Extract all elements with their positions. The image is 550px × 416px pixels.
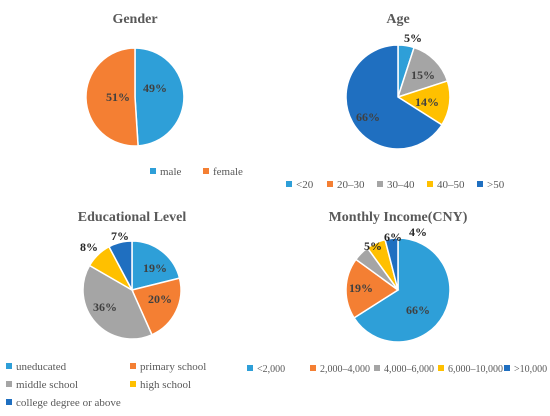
age-chart-title: Age [386, 12, 409, 27]
age-legend-item-1: 20–30 [327, 179, 365, 191]
education-legend-swatch-4 [6, 399, 12, 405]
education-legend-label-0: uneducated [16, 361, 67, 373]
income-legend-label-4: >10,000 [514, 364, 547, 375]
education-pie-chart: Educational Level 19% 20% 36% 8% 7% uneducated… [6, 210, 206, 409]
education-legend-item-2: middle school [6, 379, 78, 391]
education-data-label-2: 36% [93, 300, 117, 314]
education-legend-label-3: high school [140, 379, 191, 391]
education-legend-label-2: middle school [16, 379, 78, 391]
income-data-label-4: 4% [409, 225, 427, 239]
education-slice-1 [130, 277, 182, 336]
education-slice-2 [82, 264, 153, 340]
gender-data-label-0: 49% [143, 81, 167, 95]
gender-legend-label-1: female [213, 166, 243, 178]
gender-legend-item-1: female [203, 166, 243, 178]
age-data-label-4: 66% [356, 110, 380, 124]
income-legend-label-0: <2,000 [257, 364, 285, 375]
income-data-label-1: 19% [349, 281, 373, 295]
gender-data-label-1: 51% [106, 90, 130, 104]
income-legend-label-3: 6,000–10,000 [448, 364, 503, 375]
gender-legend-item-0: male [150, 166, 181, 178]
age-legend-label-4: >50 [487, 179, 505, 191]
education-legend-item-1: primary school [130, 361, 206, 373]
income-legend-item-4: >10,000 [504, 364, 547, 375]
age-legend-label-0: <20 [296, 179, 314, 191]
income-legend-item-3: 6,000–10,000 [438, 364, 503, 375]
education-legend-item-0: uneducated [6, 361, 67, 373]
age-legend-label-2: 30–40 [387, 179, 415, 191]
age-legend-swatch-3 [427, 181, 433, 187]
income-legend-item-2: 4,000–6,000 [374, 364, 434, 375]
education-legend-swatch-2 [6, 381, 12, 387]
age-legend-item-0: <20 [286, 179, 314, 191]
gender-slice-1 [85, 47, 139, 147]
education-legend-swatch-0 [6, 363, 12, 369]
education-legend-label-1: primary school [140, 361, 206, 373]
education-slice-0 [131, 240, 181, 291]
income-legend-swatch-3 [438, 365, 444, 371]
education-legend-swatch-3 [130, 381, 136, 387]
income-pie-chart: Monthly Income(CNY) 66% 19% 5%6% 4% <2,000 2,0… [247, 210, 547, 375]
income-data-label-0: 66% [406, 303, 430, 317]
income-data-label-2: 5% [364, 239, 382, 253]
income-legend-swatch-1 [310, 365, 316, 371]
education-data-label-0: 19% [143, 261, 167, 275]
education-legend-swatch-1 [130, 363, 136, 369]
income-data-label-3: 6% [384, 230, 402, 244]
age-legend-label-1: 20–30 [337, 179, 365, 191]
age-legend-item-2: 30–40 [377, 179, 415, 191]
age-legend-item-4: >50 [477, 179, 505, 191]
gender-slice-0 [134, 47, 185, 147]
education-legend-item-3: high school [130, 379, 191, 391]
age-legend-swatch-0 [286, 181, 292, 187]
income-slice-4 [384, 237, 399, 291]
age-legend-item-3: 40–50 [427, 179, 465, 191]
income-slice-1 [345, 258, 400, 319]
gender-pie-chart: Gender 49% 51% male female [85, 12, 243, 178]
education-data-label-3: 8% [80, 240, 98, 254]
income-legend-label-1: 2,000–4,000 [320, 364, 370, 375]
income-legend-swatch-0 [247, 365, 253, 371]
age-legend-swatch-1 [327, 181, 333, 187]
age-data-label-0: 5% [404, 31, 422, 45]
age-legend-label-3: 40–50 [437, 179, 465, 191]
age-legend-swatch-2 [377, 181, 383, 187]
education-chart-title: Educational Level [78, 210, 187, 225]
income-legend-item-0: <2,000 [247, 364, 285, 375]
age-data-label-2: 15% [411, 68, 435, 82]
income-legend-swatch-4 [504, 365, 510, 371]
income-legend-swatch-2 [374, 365, 380, 371]
education-data-label-1: 20% [148, 292, 172, 306]
age-legend-swatch-4 [477, 181, 483, 187]
gender-legend-swatch-0 [150, 168, 156, 174]
gender-legend-swatch-1 [203, 168, 209, 174]
income-legend-item-1: 2,000–4,000 [310, 364, 370, 375]
education-slice-4 [107, 240, 133, 291]
income-legend-label-2: 4,000–6,000 [384, 364, 434, 375]
income-chart-title: Monthly Income(CNY) [329, 210, 468, 225]
age-data-label-3: 14% [415, 95, 439, 109]
income-slice-0 [353, 237, 451, 343]
education-legend-label-4: college degree or above [16, 397, 121, 409]
education-data-label-4: 7% [111, 229, 129, 243]
age-pie-chart: Age 5% 15% 14% 66% <20 20–30 30–40 40–50 >50 [286, 12, 505, 191]
gender-legend-label-0: male [160, 166, 181, 178]
education-legend-item-4: college degree or above [6, 397, 121, 409]
gender-chart-title: Gender [112, 12, 157, 27]
age-slice-4 [345, 44, 443, 150]
